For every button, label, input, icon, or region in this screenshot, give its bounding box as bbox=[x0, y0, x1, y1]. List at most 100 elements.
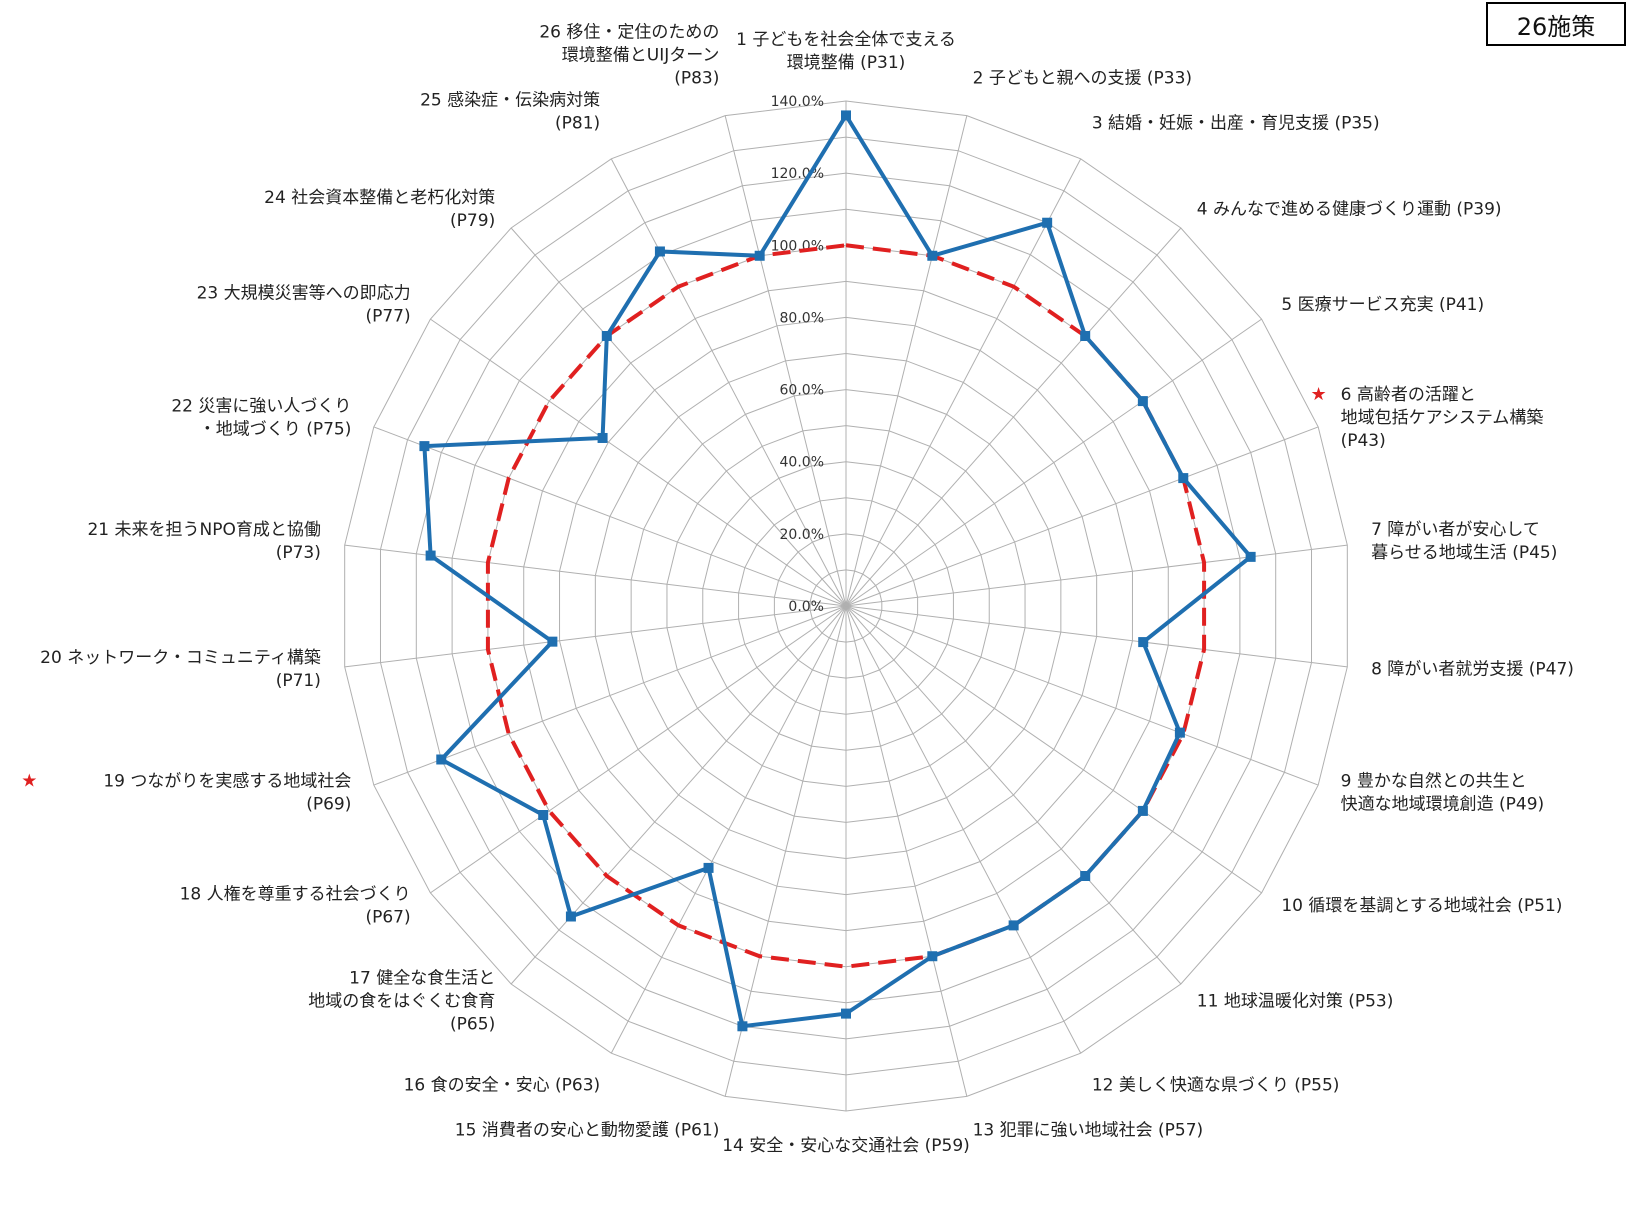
category-label-22: 22 災害に強い人づくり・地域づくり (P75) bbox=[171, 396, 351, 439]
data-point-marker bbox=[841, 110, 851, 121]
category-label-24: 24 社会資本整備と老朽化対策 (P79) bbox=[264, 188, 495, 231]
grid-spoke bbox=[845, 426, 1319, 607]
category-label-line: 19 つながりを実感する地域社会 bbox=[103, 772, 351, 792]
category-label-line: 15 消費者の安心と動物愛護 (P61) bbox=[455, 1121, 720, 1141]
category-label-line: 16 食の安全・安心 (P63) bbox=[404, 1075, 601, 1095]
category-label-line: 11 地球温暖化対策 (P53) bbox=[1197, 991, 1394, 1011]
grid-spoke bbox=[845, 318, 1262, 607]
category-label-line: 8 障がい者就労支援 (P47) bbox=[1371, 659, 1574, 679]
category-label-line: (P79) bbox=[450, 211, 495, 231]
grid-spoke bbox=[845, 605, 1182, 985]
category-label-line: 23 大規模災害等への即応力 bbox=[197, 283, 411, 303]
tick-label: 0.0% bbox=[788, 599, 824, 615]
measure-count-badge: 26施策 bbox=[1486, 2, 1626, 46]
category-label-20: 20 ネットワーク・コミュニティ構築 (P71) bbox=[40, 648, 321, 691]
data-point-marker bbox=[654, 246, 665, 257]
category-label-line: ・地域づくり (P75) bbox=[199, 419, 352, 439]
category-label-15: 15 消費者の安心と動物愛護 (P61) bbox=[455, 1121, 720, 1141]
category-label-line: 18 人権を尊重する社会づくり bbox=[180, 885, 411, 905]
category-label-2: 2 子どもと親への支援 (P33) bbox=[973, 68, 1192, 88]
data-point-marker bbox=[1245, 551, 1256, 562]
category-label-line: 9 豊かな自然との共生と bbox=[1341, 772, 1527, 792]
category-label-14: 14 安全・安心な交通社会 (P59) bbox=[722, 1136, 970, 1156]
grid-spoke bbox=[845, 115, 968, 607]
category-label-21: 21 未来を担うNPO育成と協働 (P73) bbox=[87, 520, 320, 563]
data-point-marker bbox=[1138, 637, 1149, 648]
grid-spoke bbox=[610, 605, 847, 1054]
grid-spoke bbox=[724, 605, 847, 1097]
category-label-line: (P69) bbox=[306, 795, 351, 815]
data-point-marker bbox=[841, 1008, 851, 1019]
category-label-line: 20 ネットワーク・コミュニティ構築 bbox=[40, 648, 321, 668]
category-label-line: 6 高齢者の活躍と bbox=[1341, 385, 1476, 405]
category-label-line: 地域の食をはぐくむ食育 bbox=[308, 991, 495, 1011]
data-point-marker bbox=[1080, 331, 1091, 342]
category-label-line: 5 医療サービス充実 (P41) bbox=[1281, 295, 1484, 315]
category-label-line: 2 子どもと親への支援 (P33) bbox=[973, 68, 1192, 88]
data-point-marker bbox=[1008, 920, 1019, 931]
category-label-line: 環境整備 (P31) bbox=[787, 53, 906, 73]
data-point-marker bbox=[547, 636, 558, 647]
data-point-marker bbox=[1080, 870, 1091, 881]
category-label-line: (P81) bbox=[555, 114, 600, 134]
data-point-marker bbox=[419, 441, 430, 452]
tick-label: 60.0% bbox=[780, 383, 824, 399]
grid-spoke bbox=[430, 605, 847, 894]
grid-spoke bbox=[845, 605, 968, 1097]
category-label-line: 1 子どもを社会全体で支える bbox=[736, 30, 956, 50]
category-label-line: 3 結婚・妊娠・出産・育児支援 (P35) bbox=[1092, 114, 1380, 134]
category-label-4: 4 みんなで進める健康づくり運動 (P39) bbox=[1197, 200, 1502, 220]
category-label-25: 25 感染症・伝染病対策 (P81) bbox=[420, 91, 600, 134]
radar-series bbox=[419, 110, 1256, 1032]
category-label-line: (P73) bbox=[276, 543, 321, 563]
category-label-12: 12 美しく快適な県づくり (P55) bbox=[1092, 1075, 1340, 1095]
grid-spoke bbox=[845, 605, 1348, 668]
category-label-line: 暮らせる地域生活 (P45) bbox=[1371, 543, 1557, 563]
category-label-line: 24 社会資本整備と老朽化対策 bbox=[264, 188, 495, 208]
data-point-marker bbox=[601, 331, 612, 342]
grid-spoke bbox=[845, 544, 1348, 607]
category-label-line: 10 循環を基調とする地域社会 (P51) bbox=[1281, 896, 1562, 916]
data-point-marker bbox=[737, 1021, 748, 1032]
category-label-line: (P43) bbox=[1341, 431, 1386, 451]
radar-grid bbox=[344, 100, 1348, 1112]
category-label-line: (P71) bbox=[276, 671, 321, 691]
data-point-marker bbox=[1137, 396, 1148, 407]
category-label-line: 4 みんなで進める健康づくり運動 (P39) bbox=[1197, 200, 1502, 220]
category-label-line: (P67) bbox=[365, 908, 410, 928]
grid-spoke bbox=[845, 605, 1262, 894]
grid-spoke bbox=[373, 605, 847, 786]
grid-spoke bbox=[510, 227, 847, 607]
category-label-5: 5 医療サービス充実 (P41) bbox=[1281, 295, 1484, 315]
data-point-marker bbox=[425, 550, 436, 561]
tick-label: 40.0% bbox=[780, 455, 824, 471]
category-label-8: 8 障がい者就労支援 (P47) bbox=[1371, 659, 1574, 679]
data-point-marker bbox=[1178, 473, 1189, 484]
star-icon: ★ bbox=[21, 771, 37, 792]
category-label-line: 13 犯罪に強い地域社会 (P57) bbox=[973, 1121, 1204, 1141]
category-label-line: 26 移住・定住のための bbox=[539, 22, 719, 42]
category-label-3: 3 結婚・妊娠・出産・育児支援 (P35) bbox=[1092, 114, 1380, 134]
data-point-marker bbox=[754, 250, 765, 261]
category-label-10: 10 循環を基調とする地域社会 (P51) bbox=[1281, 896, 1562, 916]
category-label-11: 11 地球温暖化対策 (P53) bbox=[1197, 991, 1394, 1011]
data-point-marker bbox=[597, 432, 608, 443]
category-label-23: 23 大規模災害等への即応力 (P77) bbox=[197, 283, 411, 326]
data-point-marker bbox=[1174, 727, 1185, 738]
category-label-line: 21 未来を担うNPO育成と協働 bbox=[87, 520, 320, 540]
category-label-line: (P65) bbox=[450, 1014, 495, 1034]
grid-spoke bbox=[610, 158, 847, 607]
category-label-line: 22 災害に強い人づくり bbox=[171, 396, 351, 416]
category-label-13: 13 犯罪に強い地域社会 (P57) bbox=[973, 1121, 1204, 1141]
data-point-marker bbox=[927, 951, 938, 962]
category-label-line: (P77) bbox=[365, 306, 410, 326]
data-point-marker bbox=[565, 911, 576, 922]
grid-spoke bbox=[430, 318, 847, 607]
